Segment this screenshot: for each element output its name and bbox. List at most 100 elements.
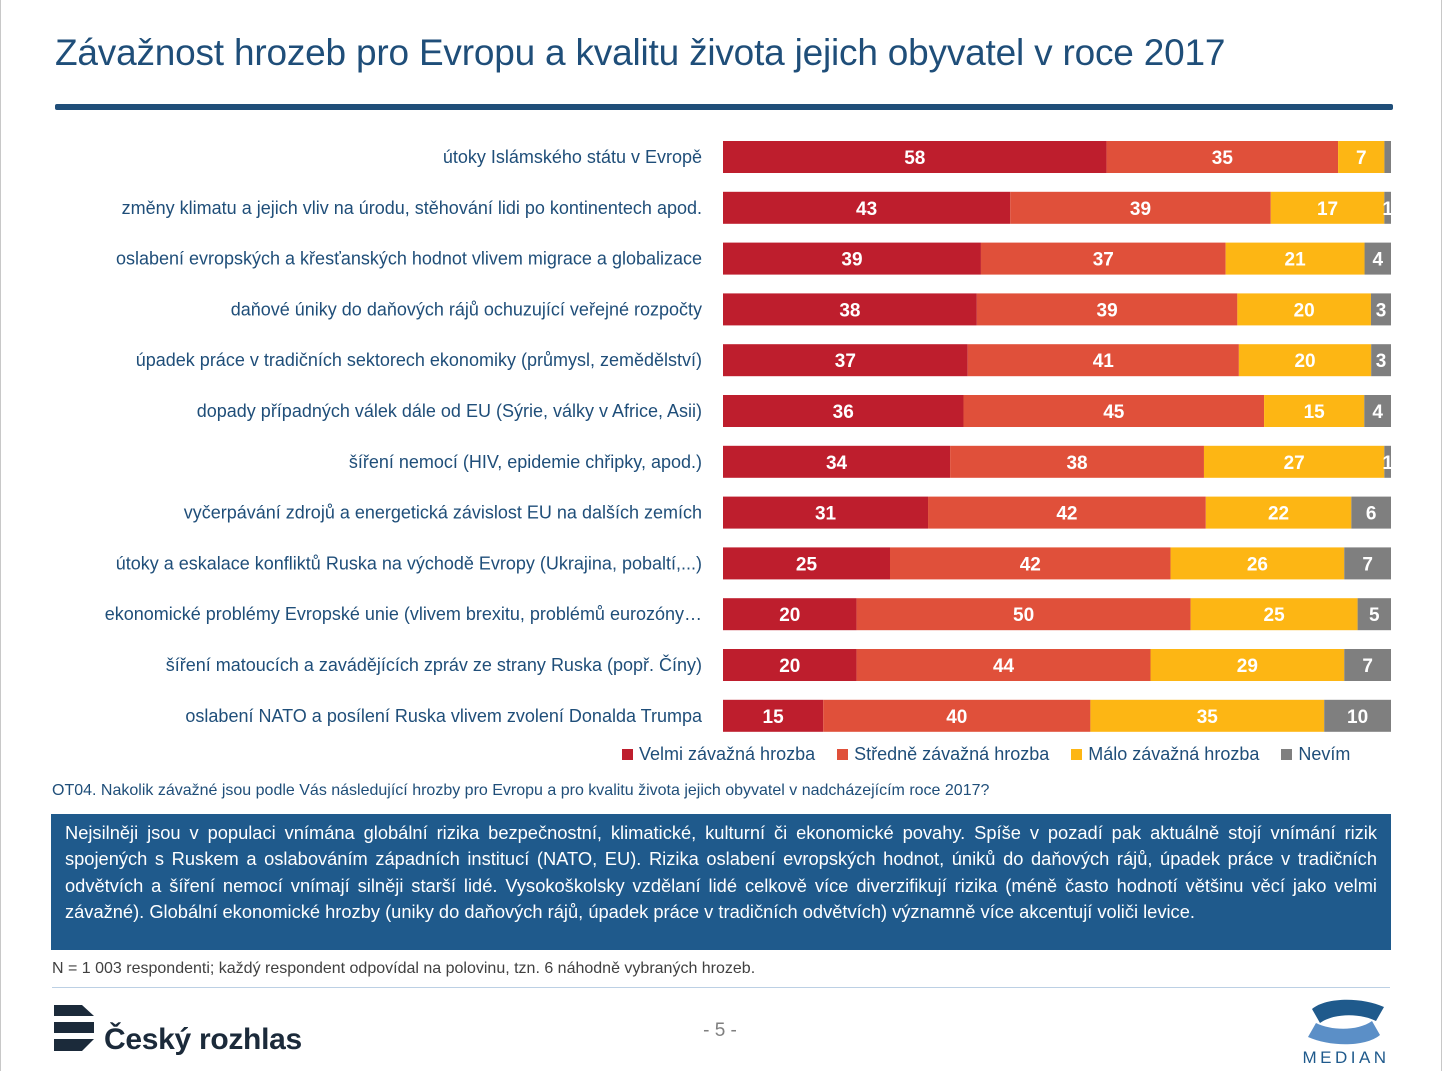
category-label: vyčerpávání zdrojů a energetická závislo…	[184, 503, 702, 523]
data-label: 4	[1372, 250, 1383, 271]
category-label: útoky Islámského státu v Evropě	[443, 147, 702, 167]
bar-segment	[723, 242, 981, 275]
bar-segment	[823, 699, 1091, 732]
data-label: 40	[946, 707, 967, 728]
bar-segment	[1237, 293, 1371, 326]
bar-segment	[1384, 191, 1391, 224]
data-label: 7	[1362, 656, 1373, 677]
median-logo: MEDIAN	[1298, 999, 1394, 1069]
data-label: 10	[1347, 707, 1368, 728]
bar-segment	[1264, 395, 1365, 427]
legend-label: Málo závažná hrozba	[1088, 743, 1260, 764]
category-label: daňové úniky do daňových rájů ochuzující…	[231, 299, 702, 319]
data-label: 35	[1212, 148, 1234, 169]
sample-footnote: N = 1 003 respondenti; každý respondent …	[52, 960, 756, 977]
data-label: 27	[1284, 453, 1305, 474]
legend-item: Nevím	[1281, 744, 1350, 765]
data-label: 42	[1056, 504, 1077, 525]
legend-item: Málo závažná hrozba	[1071, 744, 1259, 765]
bar-segment	[1106, 141, 1339, 173]
data-label: 21	[1285, 250, 1307, 271]
legend-swatch	[837, 748, 849, 760]
category-label: úpadek práce v tradičních sektorech ekon…	[136, 350, 702, 370]
bar-segment	[1344, 547, 1391, 580]
data-label: 7	[1362, 554, 1373, 575]
legend-label: Velmi závažná hrozba	[639, 743, 816, 764]
bar-segment	[1384, 141, 1391, 173]
category-label: změny klimatu a jejich vliv na úrodu, st…	[122, 198, 702, 218]
data-label: 25	[796, 554, 818, 575]
bar-segment	[890, 547, 1171, 580]
data-label: 6	[1366, 504, 1377, 525]
legend-swatch	[1281, 748, 1293, 760]
data-label: 20	[1294, 351, 1315, 372]
legend-label: Nevím	[1298, 743, 1351, 764]
data-label: 25	[1264, 605, 1286, 626]
legend-label: Středně závažná hrozba	[854, 743, 1050, 764]
cesky-rozhlas-logo: Český rozhlas	[52, 1003, 302, 1056]
bar-segment	[723, 395, 964, 427]
median-logo-icon	[1308, 999, 1384, 1045]
data-label: 15	[763, 707, 785, 728]
bar-segment	[1351, 496, 1391, 529]
data-label: 35	[1197, 707, 1219, 728]
stacked-bar-chart: útoky Islámského státu v Evropě 58 35 7změn…	[104, 141, 1391, 732]
data-label: 44	[993, 656, 1015, 677]
bar-segment	[1364, 395, 1391, 427]
data-label: 15	[1304, 402, 1326, 423]
bar-segment	[1170, 547, 1345, 580]
bar-segment	[1344, 649, 1391, 681]
legend-swatch	[1071, 748, 1083, 760]
data-label: 39	[1097, 300, 1118, 321]
data-label: 42	[1020, 554, 1041, 575]
data-label: 31	[815, 504, 837, 525]
data-label: 39	[1130, 199, 1151, 220]
bar-segment	[1371, 344, 1391, 377]
category-label: oslabení NATO a posílení Ruska vlivem zv…	[185, 706, 703, 726]
data-label: 37	[1093, 250, 1114, 271]
bar-segment	[1324, 699, 1391, 732]
legend-item: Středně závažná hrozba	[837, 744, 1049, 765]
data-label: 4	[1372, 402, 1383, 423]
data-label: 22	[1268, 504, 1289, 525]
data-label: 38	[1066, 453, 1087, 474]
data-label: 39	[841, 250, 862, 271]
bar-segment	[1370, 293, 1391, 326]
data-label: 36	[833, 402, 854, 423]
cesky-rozhlas-wordmark: Český rozhlas	[104, 1023, 302, 1056]
bar-segment	[1270, 191, 1385, 224]
bar-segment	[723, 141, 1107, 173]
data-label: 38	[839, 300, 860, 321]
bar-segment	[1010, 191, 1271, 224]
data-label: 34	[826, 453, 848, 474]
data-label: 26	[1247, 554, 1268, 575]
category-label: ekonomické problémy Evropské unie (vlive…	[105, 604, 702, 624]
bar-segment	[723, 293, 977, 326]
legend-swatch	[622, 748, 633, 760]
data-label: 7	[1356, 148, 1367, 169]
category-label: šíření nemocí (HIV, epidemie chřipky, ap…	[349, 452, 702, 472]
data-label: 3	[1376, 351, 1387, 372]
bar-segment	[928, 496, 1206, 529]
data-label: 29	[1237, 656, 1258, 677]
footer-divider	[52, 987, 1390, 988]
cesky-rozhlas-logo-icon	[54, 1005, 94, 1051]
bar-segment	[976, 293, 1238, 326]
page-number: - 5 -	[703, 1020, 737, 1041]
bar-segment	[1225, 242, 1365, 275]
data-label: 5	[1369, 605, 1380, 626]
data-label: 50	[1013, 605, 1034, 626]
bar-segment	[1203, 445, 1385, 478]
bar-segment	[723, 496, 929, 529]
bar-segment	[980, 242, 1226, 275]
bar-segment	[967, 344, 1239, 377]
data-label: 45	[1103, 402, 1125, 423]
bar-segment	[856, 649, 1151, 681]
survey-question: OT04. Nakolik závažné jsou podle Vás nás…	[52, 782, 990, 799]
bar-segment	[1205, 496, 1352, 529]
bar-segment	[723, 649, 857, 681]
data-label: 20	[779, 656, 800, 677]
data-label: 20	[1294, 300, 1315, 321]
bar-segment	[963, 395, 1265, 427]
median-wordmark: MEDIAN	[1302, 1048, 1390, 1067]
